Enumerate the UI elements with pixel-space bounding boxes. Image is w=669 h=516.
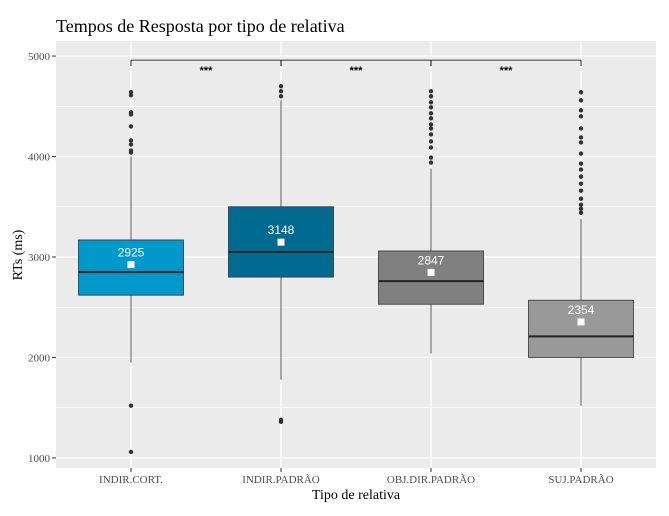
chart-title: Tempos de Resposta por tipo de relativa xyxy=(56,16,345,36)
outlier-point xyxy=(578,126,584,131)
y-tick-label: 3000 xyxy=(28,252,51,264)
mean-marker xyxy=(277,238,285,246)
outlier-point xyxy=(578,196,584,201)
significance-layer: *** *** *** xyxy=(130,59,582,77)
outlier-point xyxy=(428,155,434,160)
outlier-point xyxy=(428,116,434,121)
outlier-point xyxy=(578,161,584,166)
outlier-point xyxy=(428,132,434,137)
outlier-point xyxy=(128,93,134,98)
outlier-point xyxy=(428,126,434,131)
outlier-point xyxy=(428,100,434,105)
outlier-point xyxy=(128,148,134,153)
outlier-point xyxy=(278,417,284,422)
outlier-point xyxy=(578,140,584,145)
mean-label: 2354 xyxy=(568,303,595,317)
outlier-point xyxy=(578,188,584,193)
x-tick-label: INDIR.CORT. xyxy=(99,474,163,486)
outlier-point xyxy=(278,84,284,89)
outlier-point xyxy=(128,138,134,143)
y-tick-label: 2000 xyxy=(28,352,51,364)
outlier-point xyxy=(428,89,434,94)
mean-label: 3148 xyxy=(268,223,295,237)
y-tick-label: 1000 xyxy=(28,453,51,465)
outlier-point xyxy=(128,90,134,95)
mean-marker xyxy=(577,318,585,326)
outlier-point xyxy=(128,124,134,129)
x-axis-title: Tipo de relativa xyxy=(312,488,401,503)
outlier-point xyxy=(128,110,134,115)
y-axis-title: RTs (ms) xyxy=(11,229,26,280)
outlier-point xyxy=(428,139,434,144)
y-tick-label: 4000 xyxy=(28,152,51,164)
outlier-point xyxy=(428,94,434,99)
outlier-point xyxy=(128,142,134,147)
outlier-point xyxy=(578,135,584,140)
outlier-point xyxy=(578,114,584,119)
x-axis: INDIR.CORT. INDIR.PADRÃO OBJ.DIR.PADRÃO SUJ… xyxy=(99,468,614,486)
y-tick-label: 5000 xyxy=(28,51,51,63)
x-tick-label: INDIR.PADRÃO xyxy=(242,474,320,486)
box-2: 3148 xyxy=(228,84,334,424)
box-iqr xyxy=(378,250,484,305)
outlier-point xyxy=(428,145,434,150)
outlier-point xyxy=(428,160,434,165)
mean-label: 2925 xyxy=(118,246,145,260)
significance-bracket: *** xyxy=(430,59,582,77)
box-1: 2925 xyxy=(78,90,184,455)
mean-label: 2847 xyxy=(418,253,445,267)
outlier-point xyxy=(428,111,434,116)
x-tick-label: OBJ.DIR.PADRÃO xyxy=(387,474,475,486)
outlier-point xyxy=(578,181,584,186)
outlier-point xyxy=(278,94,284,99)
x-tick-label: SUJ.PADRÃO xyxy=(548,474,613,486)
outlier-point xyxy=(578,98,584,103)
outlier-point xyxy=(428,105,434,110)
box-3: 2847 xyxy=(378,89,484,354)
significance-label: *** xyxy=(200,65,214,77)
outlier-point xyxy=(578,206,584,211)
outlier-point xyxy=(578,108,584,113)
outlier-point xyxy=(128,403,134,408)
y-axis: 1000 2000 3000 4000 5000 xyxy=(28,51,56,465)
outlier-point xyxy=(578,174,584,179)
outlier-point xyxy=(128,449,134,455)
outlier-point xyxy=(578,151,584,156)
outlier-point xyxy=(578,210,584,216)
boxes-layer: 2925 3148 2847 2354 xyxy=(78,84,634,455)
outlier-point xyxy=(578,167,584,172)
mean-marker xyxy=(427,268,435,276)
mean-marker xyxy=(127,261,135,269)
outlier-point xyxy=(578,202,584,207)
box-iqr xyxy=(528,299,634,358)
outlier-point xyxy=(578,90,584,95)
outlier-point xyxy=(278,89,284,94)
outlier-point xyxy=(428,122,434,127)
box-4: 2354 xyxy=(528,90,634,406)
significance-label: *** xyxy=(500,65,514,77)
significance-label: *** xyxy=(350,65,364,77)
